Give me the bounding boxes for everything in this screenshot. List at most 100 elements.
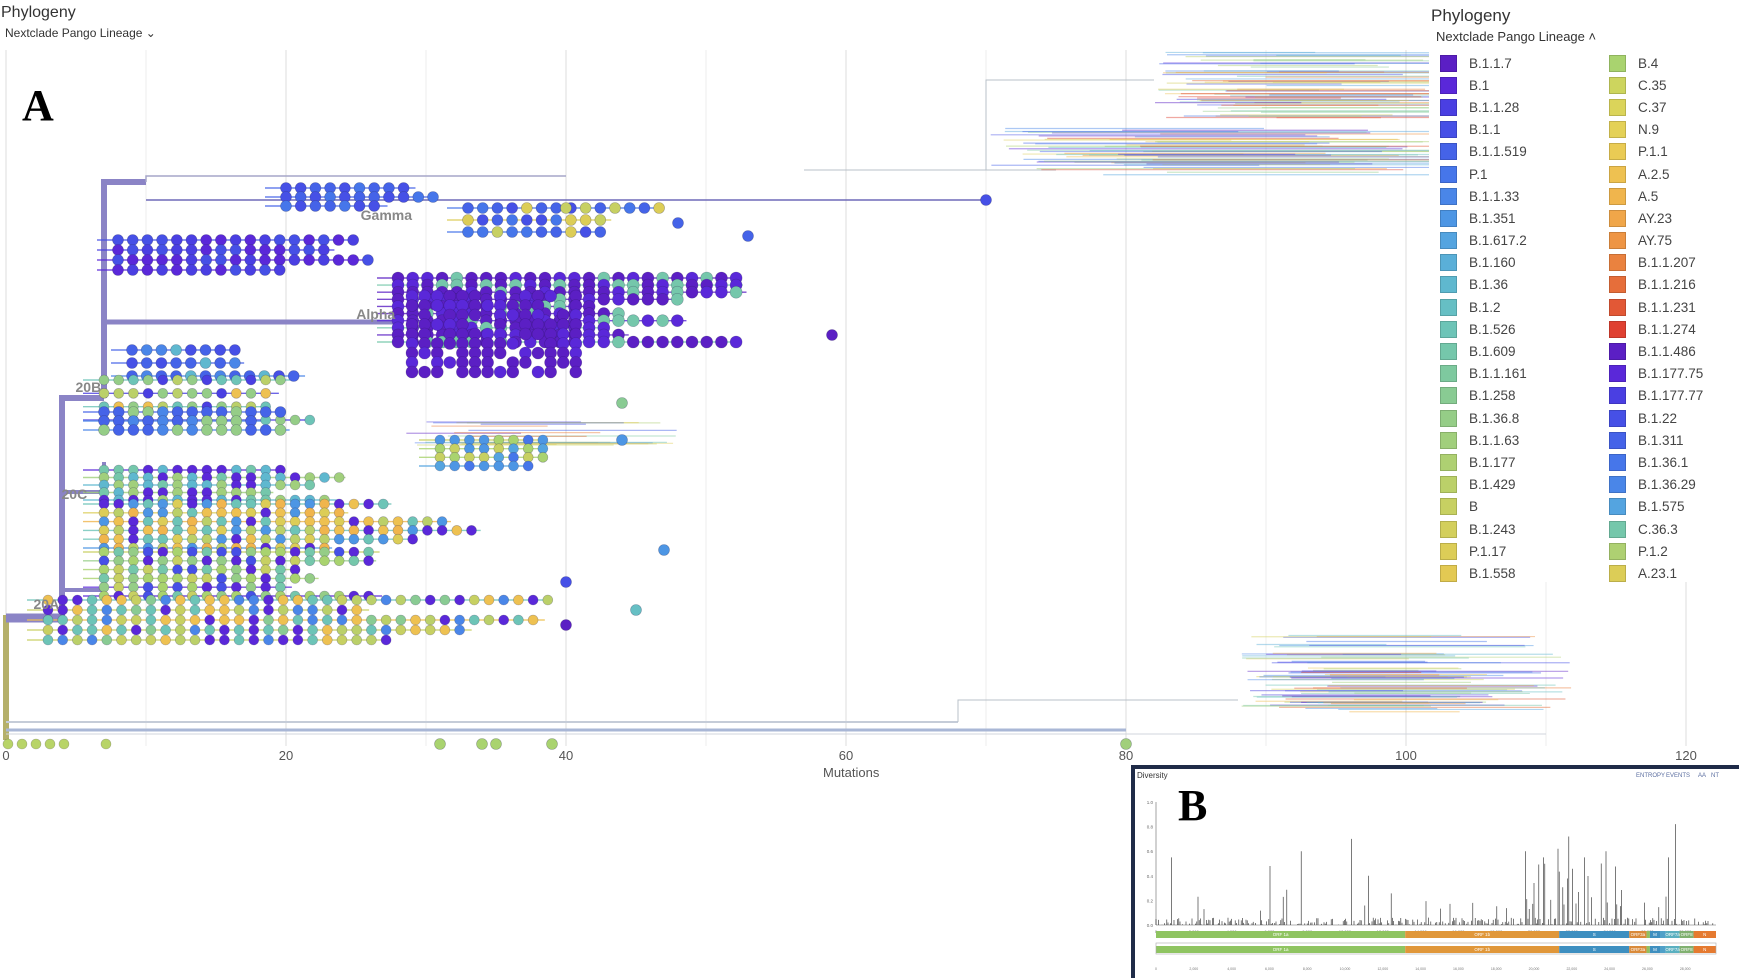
tip-node[interactable] <box>324 200 336 212</box>
tip-node[interactable] <box>491 214 504 226</box>
tip-node[interactable] <box>248 624 260 636</box>
gene-segment[interactable] <box>1665 946 1680 953</box>
tip-node[interactable] <box>685 285 699 299</box>
tip-node[interactable] <box>424 594 436 606</box>
tip-node[interactable] <box>86 614 98 626</box>
tip-node[interactable] <box>493 346 507 360</box>
gene-segment[interactable] <box>1156 931 1406 938</box>
tip-node[interactable] <box>172 388 183 399</box>
legend-item[interactable]: B.1.2 <box>1440 296 1527 318</box>
tip-node[interactable] <box>351 624 363 636</box>
tip-node[interactable] <box>670 314 684 327</box>
tip-node[interactable] <box>219 624 230 636</box>
tip-node[interactable] <box>172 374 183 386</box>
tip-node[interactable] <box>273 244 286 256</box>
tip-node[interactable] <box>231 388 242 399</box>
tip-node[interactable] <box>685 335 699 349</box>
legend-item[interactable]: B.1.36.29 <box>1609 474 1703 496</box>
tip-node[interactable] <box>101 604 113 616</box>
tip-node[interactable] <box>336 624 348 636</box>
legend-item[interactable]: B.1.1.33 <box>1440 185 1527 207</box>
tip-node[interactable] <box>490 738 502 750</box>
toggle-nt[interactable]: NT <box>1711 773 1719 779</box>
legend-item[interactable]: AY.23 <box>1609 207 1703 229</box>
tip-node[interactable] <box>980 194 992 206</box>
legend-item[interactable]: B.1 <box>1440 74 1527 96</box>
tip-node[interactable] <box>216 374 227 386</box>
tip-node[interactable] <box>520 214 533 226</box>
tip-node[interactable] <box>112 244 124 256</box>
tip-node[interactable] <box>145 594 157 606</box>
tip-node[interactable] <box>363 555 374 567</box>
tip-node[interactable] <box>157 424 169 436</box>
tip-node[interactable] <box>201 516 213 527</box>
tip-node[interactable] <box>259 424 272 436</box>
legend-item[interactable]: B.1.1.161 <box>1440 363 1527 385</box>
tip-node[interactable] <box>219 594 230 606</box>
tip-node[interactable] <box>520 202 533 214</box>
tip-node[interactable] <box>336 604 348 616</box>
legend-color-by-dropdown[interactable]: Nextclade Pango Lineage ˄ <box>1436 29 1596 44</box>
tip-node[interactable] <box>277 614 289 626</box>
tip-node[interactable] <box>380 594 392 606</box>
tip-node[interactable] <box>277 634 289 646</box>
tip-node[interactable] <box>363 498 374 510</box>
tip-node[interactable] <box>700 285 714 299</box>
tip-node[interactable] <box>351 614 363 626</box>
tip-node[interactable] <box>142 564 154 575</box>
legend-item[interactable]: B.1.617.2 <box>1440 230 1527 252</box>
tip-node[interactable] <box>248 594 260 606</box>
tip-node[interactable] <box>116 634 127 646</box>
tip-node[interactable] <box>171 244 183 256</box>
tip-node[interactable] <box>303 234 315 246</box>
tip-node[interactable] <box>309 200 322 212</box>
tip-node[interactable] <box>288 254 301 266</box>
tip-node[interactable] <box>362 254 374 266</box>
tip-node[interactable] <box>186 424 198 436</box>
tip-node[interactable] <box>98 516 110 527</box>
tip-node[interactable] <box>366 634 377 646</box>
legend-item[interactable]: B.1.575 <box>1609 496 1703 518</box>
tip-node[interactable] <box>641 293 655 306</box>
tip-node[interactable] <box>244 264 257 276</box>
tip-node[interactable] <box>321 604 333 616</box>
tip-node[interactable] <box>292 634 304 646</box>
tip-node[interactable] <box>506 337 520 350</box>
tip-node[interactable] <box>127 424 140 436</box>
tip-node[interactable] <box>292 614 304 626</box>
tip-node[interactable] <box>259 234 271 246</box>
tip-node[interactable] <box>612 293 625 306</box>
tip-node[interactable] <box>292 594 304 606</box>
legend-item[interactable]: A.2.5 <box>1609 163 1703 185</box>
tip-node[interactable] <box>101 614 113 626</box>
tip-node[interactable] <box>244 244 257 256</box>
tip-node[interactable] <box>351 634 363 646</box>
tip-node[interactable] <box>126 357 138 369</box>
tip-node[interactable] <box>130 604 142 616</box>
tip-node[interactable] <box>42 614 54 626</box>
tip-node[interactable] <box>233 614 245 626</box>
tip-node[interactable] <box>436 516 448 527</box>
tip-node[interactable] <box>231 516 242 527</box>
tip-node[interactable] <box>289 516 301 527</box>
tip-node[interactable] <box>476 226 489 238</box>
tip-node[interactable] <box>336 594 348 606</box>
tip-node[interactable] <box>434 460 446 472</box>
tip-node[interactable] <box>185 344 197 356</box>
tip-node[interactable] <box>368 200 381 212</box>
tip-node[interactable] <box>156 244 168 256</box>
tip-node[interactable] <box>116 614 127 626</box>
tip-node[interactable] <box>418 365 431 379</box>
tip-node[interactable] <box>273 264 286 276</box>
tip-node[interactable] <box>219 634 230 646</box>
tree-color-by-dropdown[interactable]: Nextclade Pango Lineage ⌄ <box>5 26 156 40</box>
tip-node[interactable] <box>531 327 545 341</box>
tip-node[interactable] <box>145 614 157 626</box>
tip-node[interactable] <box>422 525 433 536</box>
tip-node[interactable] <box>57 624 69 636</box>
tip-node[interactable] <box>215 264 227 276</box>
tip-node[interactable] <box>141 264 154 276</box>
tip-node[interactable] <box>58 738 70 750</box>
tip-node[interactable] <box>348 533 360 545</box>
tip-node[interactable] <box>506 308 520 322</box>
